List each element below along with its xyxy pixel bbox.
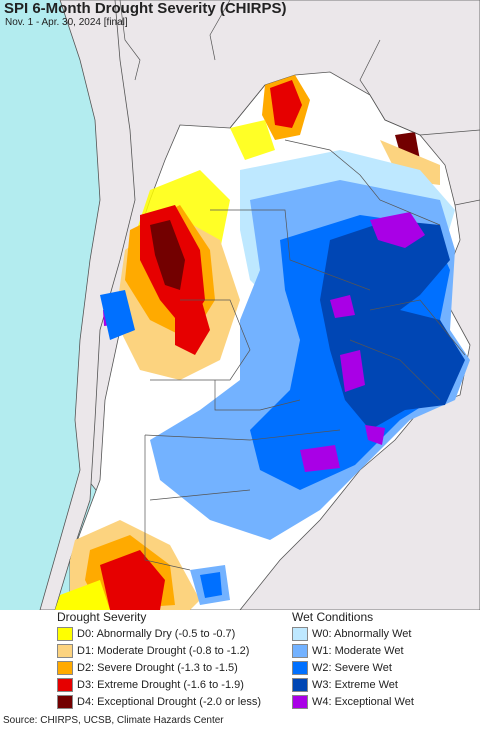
swatch-d1 bbox=[57, 644, 73, 658]
w4-patch-buenosaires bbox=[300, 445, 340, 472]
legend-label-d0: D0: Abnormally Dry (-0.5 to -0.7) bbox=[77, 628, 236, 640]
map-subtitle: Nov. 1 - Apr. 30, 2024 [final] bbox=[5, 17, 128, 28]
d0-patch-ne bbox=[230, 120, 275, 160]
legend-item-d2: D2: Severe Drought (-1.3 to -1.5) bbox=[57, 660, 238, 676]
swatch-w3 bbox=[292, 678, 308, 692]
swatch-w0 bbox=[292, 627, 308, 641]
swatch-d4 bbox=[57, 695, 73, 709]
d4-patch-west bbox=[150, 220, 185, 290]
w4-patch-uruguay bbox=[340, 350, 365, 392]
legend-label-d1: D1: Moderate Drought (-0.8 to -1.2) bbox=[77, 645, 250, 657]
w2-patch-west bbox=[100, 290, 135, 340]
legend-item-w0: W0: Abnormally Wet bbox=[292, 626, 411, 642]
w4-patch-paraguay bbox=[370, 212, 425, 248]
d3-patch-ne bbox=[270, 80, 302, 128]
legend-item-w2: W2: Severe Wet bbox=[292, 660, 392, 676]
wet-legend-title: Wet Conditions bbox=[292, 610, 374, 624]
d3-patch-central bbox=[175, 295, 210, 355]
legend-label-w1: W1: Moderate Wet bbox=[312, 645, 404, 657]
admin-borders bbox=[144, 84, 466, 571]
swatch-d2 bbox=[57, 661, 73, 675]
legend-label-d2: D2: Severe Drought (-1.3 to -1.5) bbox=[77, 662, 238, 674]
d1-patch-ne bbox=[380, 140, 440, 185]
swatch-w4 bbox=[292, 695, 308, 709]
swatch-d3 bbox=[57, 678, 73, 692]
map-title: SPI 6-Month Drought Severity (CHIRPS) bbox=[4, 0, 287, 17]
country-borders bbox=[119, 0, 480, 206]
swatch-d0 bbox=[57, 627, 73, 641]
legend-item-d1: D1: Moderate Drought (-0.8 to -1.2) bbox=[57, 643, 249, 659]
legend-item-d0: D0: Abnormally Dry (-0.5 to -0.7) bbox=[57, 626, 235, 642]
d3-patch-south bbox=[100, 550, 165, 610]
drought-map bbox=[0, 0, 480, 610]
legend-item-w3: W3: Extreme Wet bbox=[292, 677, 398, 693]
legend: Drought Severity Wet Conditions D0: Abno… bbox=[0, 610, 480, 710]
w4-patch-mid bbox=[330, 295, 355, 318]
chile-land bbox=[39, 0, 136, 610]
w4-patch-coast bbox=[365, 425, 385, 445]
legend-item-w1: W1: Moderate Wet bbox=[292, 643, 404, 659]
w2-patch-south bbox=[200, 572, 222, 598]
chile-coast bbox=[0, 0, 100, 610]
source-credit: Source: CHIRPS, UCSB, Climate Hazards Ce… bbox=[3, 715, 224, 726]
legend-label-w0: W0: Abnormally Wet bbox=[312, 628, 412, 640]
legend-item-d4: D4: Exceptional Drought (-2.0 or less) bbox=[57, 694, 261, 710]
legend-item-w4: W4: Exceptional Wet bbox=[292, 694, 414, 710]
d0-patch-south bbox=[55, 580, 110, 610]
legend-label-w3: W3: Extreme Wet bbox=[312, 679, 398, 691]
legend-label-w4: W4: Exceptional Wet bbox=[312, 696, 414, 708]
legend-label-d4: D4: Exceptional Drought (-2.0 or less) bbox=[77, 696, 262, 708]
swatch-w2 bbox=[292, 661, 308, 675]
swatch-w1 bbox=[292, 644, 308, 658]
legend-label-d3: D3: Extreme Drought (-1.6 to -1.9) bbox=[77, 679, 244, 691]
legend-item-d3: D3: Extreme Drought (-1.6 to -1.9) bbox=[57, 677, 244, 693]
drought-legend-title: Drought Severity bbox=[57, 610, 147, 624]
legend-label-w2: W2: Severe Wet bbox=[312, 662, 392, 674]
